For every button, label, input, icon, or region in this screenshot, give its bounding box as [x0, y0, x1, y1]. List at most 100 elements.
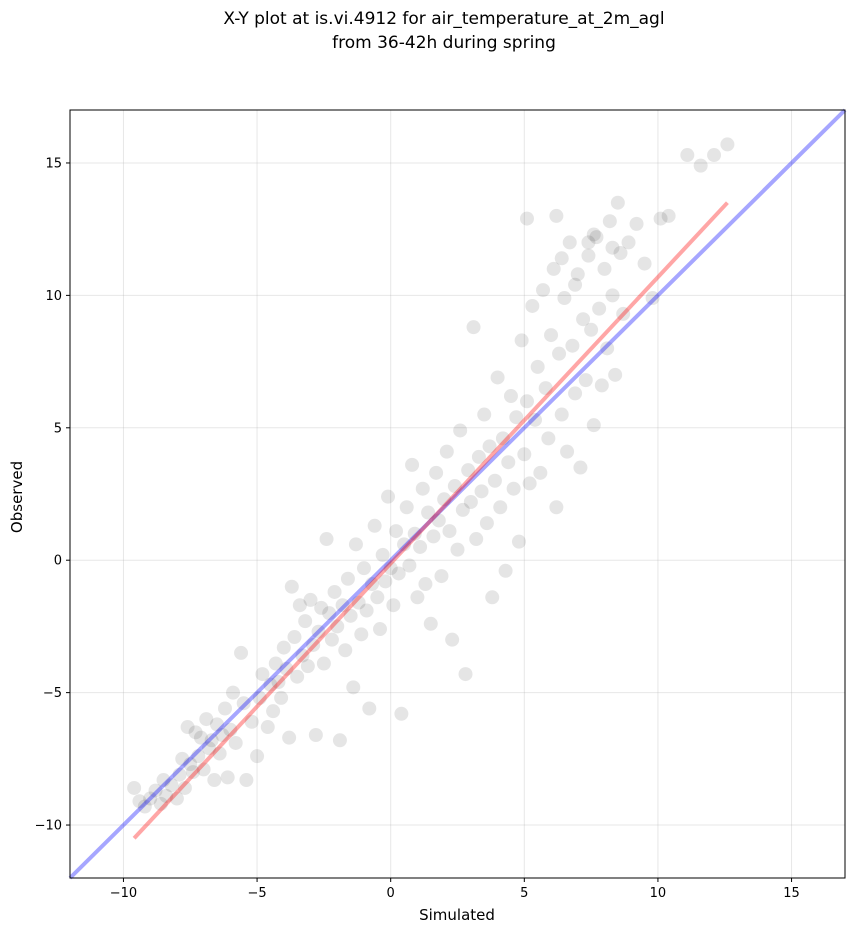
- data-point: [354, 627, 369, 642]
- data-point: [199, 712, 214, 727]
- data-point: [584, 322, 599, 337]
- data-point: [536, 283, 551, 298]
- plot-frame: [69, 109, 846, 879]
- data-point: [525, 298, 540, 313]
- data-point: [538, 381, 553, 396]
- data-point: [418, 577, 433, 592]
- data-point: [450, 542, 465, 557]
- x-tick-label: 0: [387, 886, 395, 901]
- data-point: [266, 704, 281, 719]
- data-point: [188, 725, 203, 740]
- data-point: [600, 341, 615, 356]
- data-point: [156, 773, 171, 788]
- data-point: [720, 137, 735, 152]
- data-point: [581, 235, 596, 250]
- data-point: [226, 685, 241, 700]
- data-point: [137, 799, 152, 814]
- data-point: [581, 248, 596, 263]
- data-point: [252, 690, 267, 705]
- data-point: [586, 227, 601, 242]
- data-point: [209, 717, 224, 732]
- x-axis-ticks: −10 −5 0 5 10 15: [110, 878, 800, 901]
- data-point: [378, 574, 393, 589]
- data-point: [177, 780, 192, 795]
- data-point: [562, 235, 577, 250]
- data-point: [605, 288, 620, 303]
- data-point: [185, 765, 200, 780]
- data-point: [159, 788, 174, 803]
- data-point: [394, 706, 409, 721]
- data-point: [201, 741, 216, 756]
- data-point: [223, 722, 238, 737]
- data-point: [471, 449, 486, 464]
- data-point: [220, 770, 235, 785]
- data-point: [560, 444, 575, 459]
- data-point: [298, 614, 313, 629]
- data-point: [322, 606, 337, 621]
- data-point: [282, 730, 297, 745]
- data-point: [597, 261, 612, 276]
- data-point: [148, 783, 163, 798]
- data-point: [263, 677, 278, 692]
- data-point: [661, 208, 676, 223]
- y-tick-label: 15: [45, 156, 62, 171]
- data-point: [586, 418, 601, 433]
- data-point: [405, 457, 420, 472]
- data-point: [693, 158, 708, 173]
- data-point: [370, 590, 385, 605]
- data-point: [544, 328, 559, 343]
- data-point: [180, 720, 195, 735]
- data-point: [292, 598, 307, 613]
- data-point: [300, 659, 315, 674]
- data-point: [429, 465, 444, 480]
- data-point: [517, 447, 532, 462]
- data-point: [474, 484, 489, 499]
- chart-title-line-1: X-Y plot at is.vi.4912 for air_temperatu…: [223, 9, 664, 29]
- data-point: [458, 667, 473, 682]
- data-point: [359, 603, 374, 618]
- data-point: [218, 701, 232, 716]
- data-point: [127, 780, 142, 795]
- data-point: [541, 431, 556, 446]
- data-point: [514, 333, 529, 348]
- data-point: [637, 256, 652, 271]
- data-point: [255, 667, 270, 682]
- data-point: [479, 516, 494, 531]
- data-point: [383, 561, 398, 576]
- data-point: [346, 680, 361, 695]
- data-point: [423, 616, 438, 631]
- data-point: [442, 524, 457, 539]
- data-point: [519, 394, 534, 409]
- data-point: [274, 690, 289, 705]
- data-point: [381, 489, 396, 504]
- data-point: [207, 773, 222, 788]
- data-point: [295, 648, 310, 663]
- data-point: [338, 643, 353, 658]
- data-point: [196, 762, 211, 777]
- x-tick-label: 5: [520, 886, 528, 901]
- data-point: [191, 749, 206, 764]
- data-point: [610, 195, 625, 210]
- chart-title-line-2: from 36-42h during spring: [332, 33, 556, 53]
- data-point: [276, 640, 291, 655]
- y-tick-label: 0: [54, 554, 62, 569]
- data-point: [477, 407, 492, 422]
- y-tick-label: −5: [43, 686, 62, 701]
- data-point: [645, 291, 660, 306]
- data-point: [439, 444, 454, 459]
- data-point: [608, 367, 623, 382]
- x-axis-label: Simulated: [419, 906, 495, 924]
- data-point: [212, 746, 227, 761]
- data-point: [503, 389, 518, 404]
- data-point: [316, 656, 331, 671]
- regression-line: [132, 201, 729, 840]
- x-tick-label: 15: [783, 886, 800, 901]
- data-point: [455, 502, 470, 517]
- data-point: [519, 211, 534, 226]
- data-point: [311, 624, 326, 639]
- data-point: [485, 590, 500, 605]
- data-point: [410, 590, 425, 605]
- data-point: [348, 537, 363, 552]
- data-point: [578, 373, 593, 388]
- data-point: [554, 407, 569, 422]
